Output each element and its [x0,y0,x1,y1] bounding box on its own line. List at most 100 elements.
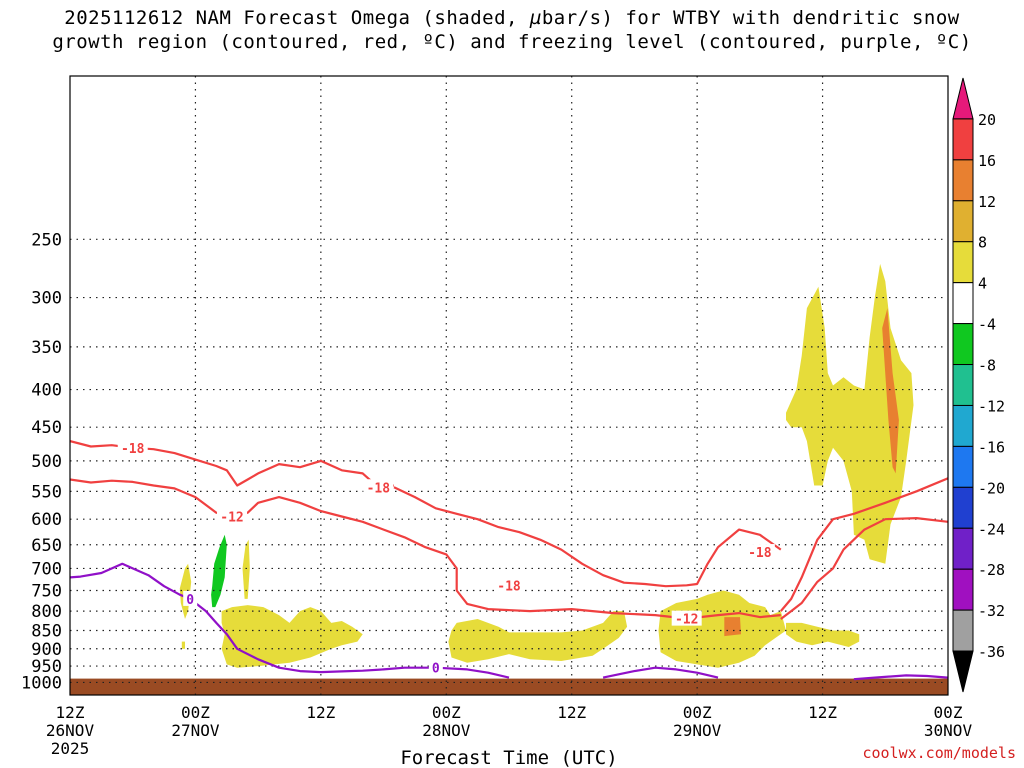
y-tick-label: 500 [31,452,62,472]
contour-label-bg [183,590,198,606]
plot-frame [69,75,949,696]
colorbar-band [952,486,974,529]
colorbar-tick-label: -20 [978,479,1005,497]
contour-label-bg [744,544,775,560]
omega-region-10 [882,308,899,474]
colorbar-top-arrow [952,77,974,120]
x-tick-label: 00Z [432,703,461,722]
contour-label-bg [363,479,394,495]
omega-region-8 [786,622,860,647]
omega-region-6 [658,590,786,668]
x-tick-label: 00Z [934,703,963,722]
chart-title-line-2: growth region (contoured, red, ºC) and f… [52,31,972,53]
contour-label: -18 [748,546,772,561]
colorbar-tick-label: -8 [978,357,996,375]
colorbar-tick-label: 20 [978,111,996,129]
contour-line-2 [393,486,782,588]
contour-label: 0 [432,662,440,677]
contour-label: -18 [497,579,521,594]
colorbar-band [952,323,974,366]
colorbar-tick-label: 4 [978,275,987,293]
y-tick-label: 400 [31,381,62,401]
y-tick-label: 350 [31,338,62,358]
contour-line-1 [70,478,781,620]
colorbar-tick-label: 12 [978,193,996,211]
colorbar-band [952,282,974,325]
omega-region-4 [211,534,227,608]
y-tick-label: 700 [31,559,62,579]
contour-line-4 [779,477,948,612]
colorbar-band [952,445,974,488]
colorbar-band [952,364,974,406]
omega-region-9 [786,263,914,564]
colorbar-band [952,404,974,447]
colorbar-band [952,200,974,243]
x-axis-label: Forecast Time (UTC) [400,747,617,768]
y-tick-label: 950 [31,657,62,677]
contour-label: -12 [675,613,698,628]
contour-label: -18 [121,442,145,457]
contour-label-bg [671,610,702,626]
colorbar-band [952,118,974,161]
colorbar-tick-label: -12 [978,397,1005,415]
omega-region-2 [221,605,363,668]
x-tick-label: 27NOV [171,721,220,740]
x-tick-label: 29NOV [673,721,722,740]
colorbar: 20 16 12 8 4 -4 -8 -12 -16 -20 -24 -28 -32 -36 [952,77,1005,693]
x-tick-label: 26NOV [46,721,95,740]
contour-line-6 [602,666,719,679]
omega-region-3 [242,539,250,599]
y-tick-label: 900 [31,640,62,660]
colorbar-tick-label: -16 [978,438,1005,456]
y-tick-label: 650 [31,536,62,556]
contour-label: 0 [186,593,194,608]
y-tick-label: 600 [31,510,62,530]
y-tick-label: 450 [31,418,62,438]
colorbar-tick-label: -4 [978,316,996,334]
x-tick-label: 12Z [557,703,586,722]
colorbar-band [952,568,974,611]
x-tick-label: 12Z [808,703,837,722]
colorbar-bottom-arrow [952,650,974,693]
omega-region-5 [448,611,628,663]
contour-line-3 [780,517,948,620]
y-tick-label: 300 [31,289,62,309]
omega-region-1 [181,641,185,649]
y-tick-label: 1000 [21,673,62,693]
contour-label-bg [217,508,248,524]
x-tick-label: 00Z [181,703,210,722]
colorbar-band [952,609,974,652]
y-tick-label: 850 [31,622,62,642]
contour-line-7 [853,674,948,681]
contour-label-bg [428,659,443,675]
omega-shading [179,263,914,668]
x-tick-label: 30NOV [924,721,973,740]
contour-label-bg [117,439,148,455]
contours: -18 -18 -12 -12 -18 -18 0 0 [70,439,948,681]
contour-label-bg [494,577,524,593]
colorbar-tick-label: -32 [978,602,1005,620]
x-tick-label: 28NOV [422,721,471,740]
ground-fill [70,678,948,695]
contour-label: -12 [220,510,243,525]
y-tick-label: 550 [31,482,62,502]
colorbar-tick-label: 8 [978,234,987,252]
colorbar-band [952,241,974,284]
colorbar-tick-label: -36 [978,643,1005,661]
x-tick-label: 12Z [306,703,335,722]
x-tick-label: 00Z [683,703,712,722]
colorbar-band [952,527,974,570]
colorbar-tick-label: -24 [978,520,1005,538]
chart-title-line-1: 2025112612 NAM Forecast Omega (shaded, µ… [64,7,960,29]
x-tick-label: 2025 [51,739,90,758]
colorbar-tick-label: -28 [978,561,1005,579]
contour-line-5 [70,562,510,679]
source-credit: coolwx.com/models [862,744,1016,762]
y-tick-label: 750 [31,581,62,601]
omega-region-7 [724,617,741,637]
colorbar-band [952,159,974,202]
y-tick-label: 800 [31,602,62,622]
y-tick-label: 250 [31,230,62,250]
x-tick-label: 12Z [56,703,85,722]
